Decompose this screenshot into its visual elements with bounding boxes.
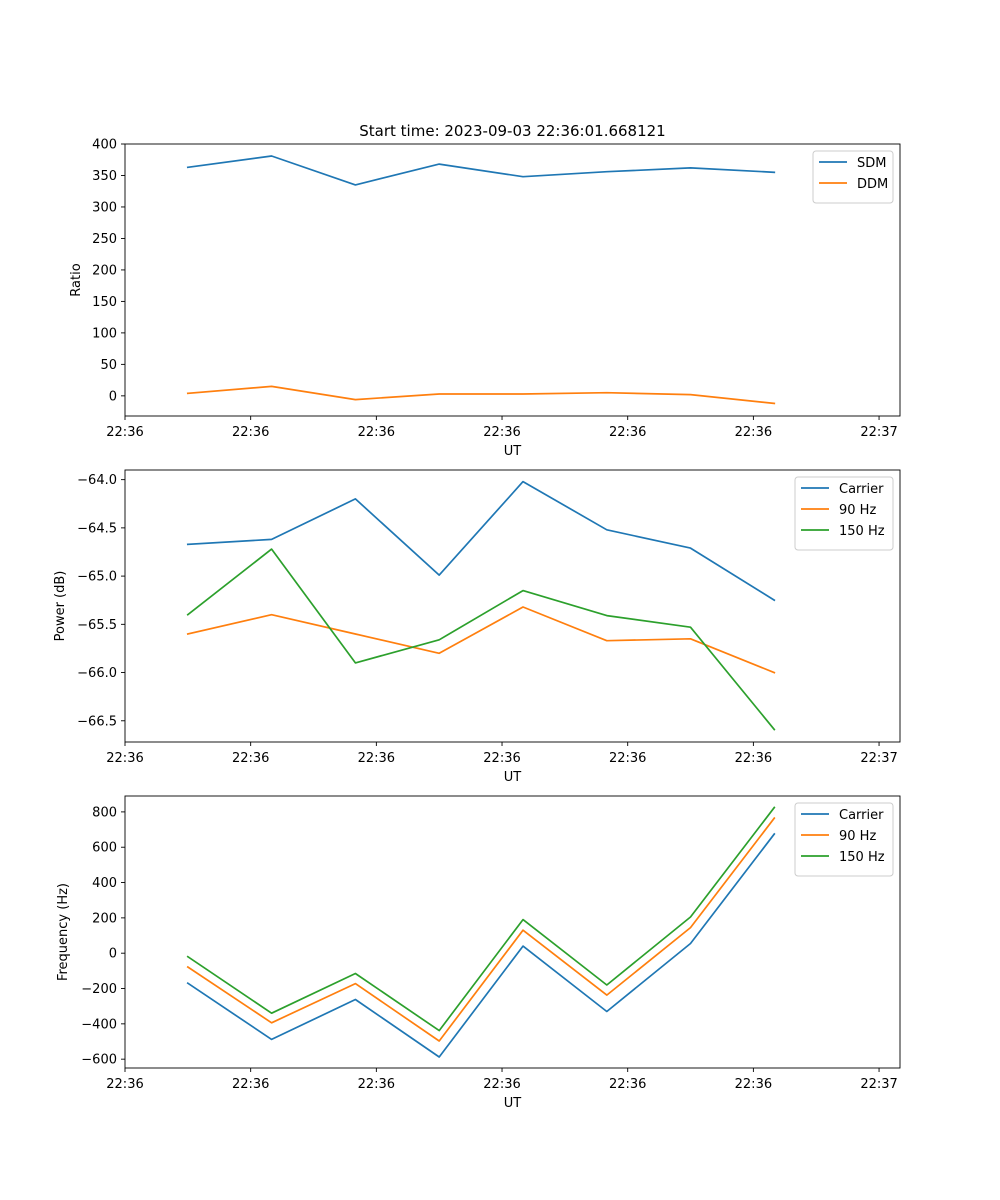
legend: Carrier 90 Hz 150 Hz [794,476,894,551]
y-tick-label: −65.0 [77,570,117,585]
chart-panel-3: 22:36 22:36 22:36 22:36 22:36 22:36 22:37 −600 −… [56,795,901,1111]
legend-label-carrier: Carrier [839,808,884,823]
x-tick-label: 22:36 [106,425,143,440]
y-axis-label: Ratio [69,263,84,296]
y-tick-label: 50 [100,358,117,373]
x-tick-label: 22:37 [860,751,897,766]
chart-panel-1: Start time: 2023-09-03 22:36:01.668121 22… [69,122,901,459]
y-tick-label: −64.0 [77,473,117,488]
y-tick-label: −200 [81,982,117,997]
x-tick-label: 22:36 [735,751,772,766]
x-tick-label: 22:36 [735,425,772,440]
x-tick-label: 22:37 [860,425,897,440]
x-tick-label: 22:36 [358,751,395,766]
x-tick-label: 22:36 [609,751,646,766]
series-group [186,806,776,1058]
y-tick-label: −400 [81,1017,117,1032]
series-line-sdm [186,155,776,186]
y-tick-label: −65.5 [77,618,117,633]
y-tick-label: 0 [109,947,117,962]
x-tick-label: 22:36 [358,425,395,440]
legend: Carrier 90 Hz 150 Hz [794,802,894,877]
y-tick-label: 200 [92,263,117,278]
legend-box [794,476,894,551]
chart-panel-2: 22:36 22:36 22:36 22:36 22:36 22:36 22:37 −64.0… [53,469,901,785]
legend-label-150-hz: 150 Hz [839,850,885,865]
x-tick-label: 22:36 [232,751,269,766]
axes-frame [124,469,901,743]
x-tick-label: 22:36 [106,1077,143,1092]
y-tick-label: 800 [92,805,117,820]
y-tick-label: 400 [92,138,117,153]
y-axis-label: Frequency (Hz) [56,883,71,981]
legend-box [812,150,894,204]
series-line-carrier [186,832,776,1058]
y-tick-label: 350 [92,169,117,184]
y-tick-label: −600 [81,1053,117,1068]
x-tick-label: 22:36 [483,425,520,440]
x-axis-label: UT [504,1096,522,1111]
legend: SDM DDM [812,150,894,204]
series-line-90-hz [186,606,776,674]
y-tick-label: 0 [109,389,117,404]
series-group [186,155,776,405]
y-tick-label: 400 [92,876,117,891]
axes-frame [124,143,901,417]
series-line-150-hz [186,548,776,731]
x-tick-label: 22:36 [735,1077,772,1092]
axes-frame [124,795,901,1069]
y-tick-label: 250 [92,232,117,247]
legend-box [794,802,894,877]
x-tick-label: 22:36 [358,1077,395,1092]
x-tick-label: 22:36 [232,425,269,440]
x-tick-label: 22:36 [232,1077,269,1092]
y-tick-label: −66.5 [77,714,117,729]
chart-title: Start time: 2023-09-03 22:36:01.668121 [359,122,665,140]
legend-label-150-hz: 150 Hz [839,524,885,539]
y-tick-label: 200 [92,911,117,926]
y-tick-label: 150 [92,295,117,310]
legend-label-carrier: Carrier [839,482,884,497]
x-tick-label: 22:37 [860,1077,897,1092]
y-tick-label: 300 [92,200,117,215]
series-line-150-hz [186,806,776,1032]
legend-label-90-hz: 90 Hz [839,829,876,844]
x-axis-label: UT [504,770,522,785]
y-tick-label: 600 [92,841,117,856]
x-axis-label: UT [504,444,522,459]
series-group [186,480,776,731]
y-axis-label: Power (dB) [53,571,68,642]
x-tick-label: 22:36 [106,751,143,766]
x-tick-label: 22:36 [609,1077,646,1092]
y-tick-label: −64.5 [77,521,117,536]
x-tick-label: 22:36 [609,425,646,440]
x-tick-label: 22:36 [483,751,520,766]
series-line-carrier [186,480,776,602]
legend-label-sdm: SDM [857,156,886,171]
legend-label-90-hz: 90 Hz [839,503,876,518]
y-tick-label: 100 [92,326,117,341]
series-line-ddm [186,385,776,405]
series-line-90-hz [186,816,776,1042]
x-tick-label: 22:36 [483,1077,520,1092]
legend-label-ddm: DDM [857,177,888,192]
y-tick-label: −66.0 [77,666,117,681]
